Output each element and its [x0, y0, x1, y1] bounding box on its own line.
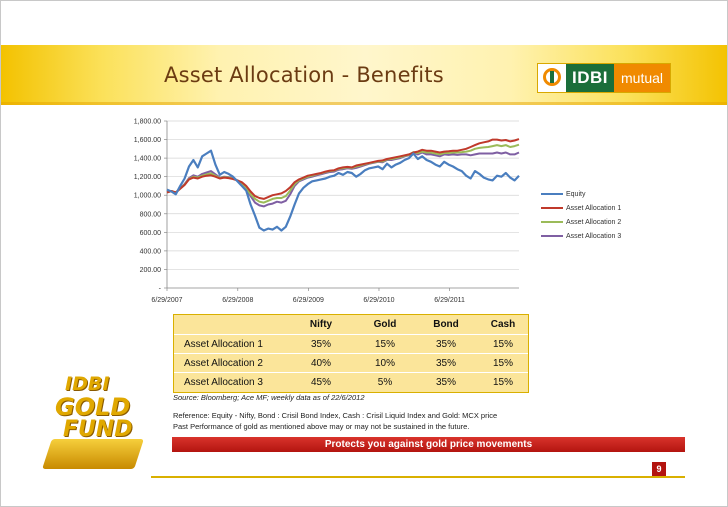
- table-row: Asset Allocation 1 35% 15% 35% 15%: [174, 334, 528, 354]
- y-tick-label: 1,400.00: [134, 156, 161, 163]
- reference-note: Reference: Equity - Nifty, Bond : Crisil…: [173, 411, 498, 420]
- y-axis-ticks: 1,800.00 1,600.00 1,400.00 1,200.00 1,000.00…: [134, 119, 162, 293]
- legend-item: Equity: [541, 187, 621, 201]
- y-tick-label: -: [159, 286, 162, 293]
- y-tick-label: 1,200.00: [134, 174, 161, 181]
- idbi-gold-fund-logo: IDBI GOLD FUND: [41, 373, 149, 477]
- gold-bar-icon: [42, 439, 144, 469]
- y-tick-label: 200.00: [140, 267, 162, 274]
- x-tick-label: 6/29/2011: [434, 297, 465, 304]
- series-line-asset-allocation-1: [166, 138, 520, 200]
- x-axis-ticks: 6/29/2007 6/29/2008 6/29/2009 6/29/2010 6/29…: [151, 297, 465, 304]
- allocation-table-header: Nifty Gold Bond Cash: [174, 315, 528, 335]
- legend-swatch: [541, 235, 563, 237]
- row-label: Asset Allocation 3: [184, 376, 263, 388]
- legend-item: Asset Allocation 3: [541, 229, 621, 243]
- header-nifty: Nifty: [309, 319, 333, 330]
- cell-bond: 35%: [435, 338, 456, 350]
- gold-fund-line3: FUND: [63, 417, 133, 442]
- y-tick-label: 1,600.00: [134, 137, 161, 144]
- logo-suffix: mutual: [614, 64, 671, 92]
- table-row: Asset Allocation 2 40% 10% 35% 15%: [174, 353, 528, 373]
- legend-label: Equity: [566, 190, 586, 198]
- y-tick-label: 1,800.00: [134, 119, 161, 126]
- x-tick-label: 6/29/2010: [363, 297, 394, 304]
- header-blank: [174, 315, 286, 335]
- cell-cash: 15%: [492, 357, 513, 369]
- cell-gold: 15%: [374, 338, 395, 350]
- legend-label: Asset Allocation 3: [566, 232, 622, 240]
- benefit-banner: Protects you against gold price movement…: [172, 437, 685, 452]
- chart-legend: Equity Asset Allocation 1 Asset Allocation…: [541, 187, 621, 243]
- gold-fund-line2: GOLD: [55, 393, 131, 421]
- legend-swatch: [541, 207, 563, 209]
- cell-cash: 15%: [492, 338, 513, 350]
- source-note: Source: Bloomberg; Ace MF; weekly data a…: [173, 393, 365, 402]
- chart-series: [166, 138, 520, 232]
- row-label: Asset Allocation 1: [184, 338, 263, 350]
- y-tick-label: 400.00: [140, 248, 162, 255]
- line-chart: 1,800.00 1,600.00 1,400.00 1,200.00 1,000.00…: [134, 119, 520, 304]
- footer-divider: [151, 476, 685, 478]
- idbi-mutual-logo: IDBI mutual: [537, 63, 672, 93]
- legend-label: Asset Allocation 2: [566, 218, 622, 226]
- table-row: Asset Allocation 3 45% 5% 35% 15%: [174, 372, 528, 392]
- legend-label: Asset Allocation 1: [566, 204, 622, 212]
- logo-brand: IDBI: [566, 64, 614, 92]
- series-line-equity: [166, 149, 520, 232]
- legend-swatch: [541, 221, 563, 223]
- cell-nifty: 35%: [310, 338, 331, 350]
- cell-cash: 15%: [492, 376, 513, 388]
- cell-nifty: 40%: [310, 357, 331, 369]
- header-gold: Gold: [373, 319, 397, 330]
- legend-swatch: [541, 193, 563, 195]
- row-label: Asset Allocation 2: [184, 357, 263, 369]
- idbi-emblem-icon: [538, 64, 566, 92]
- gold-fund-line1: IDBI: [65, 373, 110, 395]
- y-tick-label: 1,000.00: [134, 193, 161, 200]
- cell-gold: 5%: [377, 376, 393, 388]
- chart-gridlines: [167, 120, 519, 270]
- performance-disclaimer: Past Performance of gold as mentioned ab…: [173, 422, 470, 431]
- y-tick-label: 600.00: [140, 230, 162, 237]
- allocation-table: Nifty Gold Bond Cash Asset Allocation 1 …: [173, 314, 529, 393]
- chart-axes: [164, 120, 519, 291]
- cell-bond: 35%: [435, 376, 456, 388]
- x-tick-label: 6/29/2008: [222, 297, 253, 304]
- x-tick-label: 6/29/2009: [293, 297, 324, 304]
- cell-gold: 10%: [374, 357, 395, 369]
- page-number: 9: [652, 462, 666, 476]
- legend-item: Asset Allocation 1: [541, 201, 621, 215]
- page-title: Asset Allocation - Benefits: [164, 63, 444, 87]
- cell-bond: 35%: [435, 357, 456, 369]
- cell-nifty: 45%: [310, 376, 331, 388]
- header-cash: Cash: [490, 319, 516, 330]
- x-tick-label: 6/29/2007: [151, 297, 182, 304]
- legend-item: Asset Allocation 2: [541, 215, 621, 229]
- y-tick-label: 800.00: [140, 211, 162, 218]
- header-bond: Bond: [433, 319, 459, 330]
